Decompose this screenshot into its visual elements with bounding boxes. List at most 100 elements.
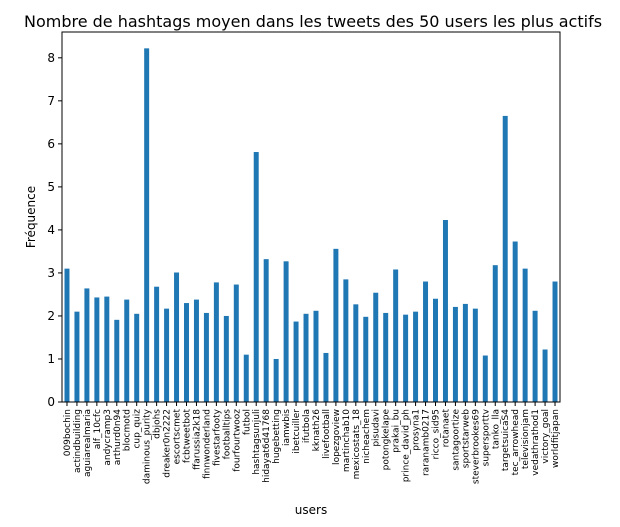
x-tick-label-steverbrookes69: steverbrookes69 [471,409,481,484]
x-tick-label-hashtagsunjuli: hashtagsunjuli [252,409,262,475]
bar-escortscmet [174,272,180,402]
y-axis-label: Fréquence [24,186,38,248]
y-tick-label: 2 [47,309,55,323]
x-tick-label-fourfourtwooz: fourfourtwooz [232,409,242,472]
x-tick-label-supersporttv: supersporttv [481,408,491,466]
bar-blocmotd [124,299,130,402]
y-tick-label: 8 [47,51,55,65]
bar-fcbtweetbot [184,303,189,402]
x-tick-label-dbjohs: dbjohs [153,409,163,439]
bar-hidayat6d41768 [263,259,269,402]
bar-hugebetting [273,358,279,402]
bar-prosyna1 [413,311,419,402]
bar-vedathrathod1 [532,310,538,402]
x-tick-label-aguiarealmaria: aguiarealmaria [83,409,93,477]
x-tick-label-martinchab10: martinchab10 [342,409,352,472]
bar-futbol [243,354,249,402]
bar-rotanaet [442,220,448,402]
x-tick-label-blocmotd: blocmotd [123,409,133,451]
bar-nicheachem [363,316,369,402]
y-tick-label: 7 [47,94,55,108]
x-tick-label-finnwonderland: finnwonderland [202,409,212,479]
x-tick-label-worldfitjapan: worldfitjapan [551,409,561,468]
x-tick-label-ffarussia2k18: ffarussia2k18 [192,409,202,470]
y-tick-label: 4 [47,223,55,237]
bar-fivestarfooty [213,282,219,402]
bars-group [64,48,558,403]
bar-steverbrookes69 [472,308,478,402]
bar-victory_goal [542,349,548,402]
bar-aguiarealmaria [84,288,90,402]
bar-televisionjam [522,268,528,402]
x-tick-label-escortscmet: escortscmet [173,409,183,465]
bar-dreaker0n2222 [164,308,170,402]
x-tick-label-cup_quiz: cup_quiz [133,409,143,449]
bar-alf_10cfc [94,297,100,402]
bar-ifutbola [303,313,309,402]
y-tick-label: 3 [47,266,55,280]
bar-targetsuicaS4 [502,115,508,403]
bar-finnwonderland [203,312,209,402]
x-tick-label-victory_goal: victory_goal [541,409,551,464]
bar-ricco_sid95 [433,298,438,402]
x-tick-label-009bochin: 009bochin [63,409,73,456]
y-tick-label: 0 [47,395,55,409]
x-tick-label-ibetcuiller: ibetcuiller [292,409,302,454]
x-tick-label-andycramp3: andycramp3 [103,409,113,466]
x-tick-label-hidayat6d41768: hidayat6d41768 [262,409,272,483]
x-tick-label-actindbuilding: actindbuilding [73,409,83,473]
x-tick-label-rotanaet: rotanaet [441,409,451,448]
x-axis-label: users [295,503,327,517]
bar-fourfourtwooz [233,284,239,402]
x-tick-label-fcbtweetbot: fcbtweetbot [183,409,193,464]
bar-tanko_lla [492,265,498,402]
y-tick-label: 1 [47,352,55,366]
bar-pisudavi [373,292,379,402]
x-tick-label-tanko_lla: tanko_lla [491,409,501,449]
bar-andycramp3 [104,296,110,402]
bar-ffarussia2k18 [193,299,199,402]
x-tick-label-alf_10cfc: alf_10cfc [93,409,103,449]
bar-iamwbis [283,261,289,402]
bar-dbjohs [154,286,160,402]
x-tick-label-kknath26: kknath26 [312,409,322,452]
x-tick-label-livefootball: livefootball [322,409,332,459]
x-tick-label-lopezgoview: lopezgoview [332,409,342,465]
bar-tec_arrowhead [512,241,518,402]
bar-prince_david_ph [403,314,409,402]
bar-kknath26 [313,310,319,402]
x-axis-ticks: 009bochin actindbuilding aguiarealmaria alf… [63,402,561,484]
bar-ibetcuiller [293,321,299,402]
x-tick-label-raranamb0217: raranamb0217 [422,409,432,476]
bar-worldfitjapan [552,281,558,402]
bar-009bochin [64,268,70,402]
bar-mexicostats_18 [353,304,359,402]
chart-title: Nombre de hashtags moyen dans les tweets… [24,12,602,31]
bar-arthurd0n94 [114,319,120,402]
x-tick-label-dreaker0n2222: dreaker0n2222 [163,409,173,478]
bar-martinchab10 [343,279,349,402]
bar-raranamb0217 [423,281,429,402]
x-tick-label-mexicostats_18: mexicostats_18 [352,409,362,480]
x-tick-label-potongkelape: potongkelape [382,409,392,471]
bar-sportstarweb [462,303,468,402]
bar-cup_quiz [134,313,140,402]
x-tick-label-targetsuicaS4: targetsuicaS4 [501,409,511,471]
x-tick-label-sportstarweb: sportstarweb [461,409,471,468]
x-tick-label-ricco_sid95: ricco_sid95 [432,409,442,459]
x-tick-label-footballtips: footballtips [222,409,232,460]
x-tick-label-prince_david_ph: prince_david_ph [402,409,412,482]
x-tick-label-fivestarfooty: fivestarfooty [212,408,222,466]
x-tick-label-futbol: futbol [242,409,252,435]
x-tick-label-hugebetting: hugebetting [272,409,282,464]
x-tick-label-pisudavi: pisudavi [372,409,382,447]
bar-daminous_purity [144,48,150,402]
bar-santagoortize [452,306,458,402]
bar-potongkelape [383,312,389,402]
bar-prakai_bu [393,269,399,402]
x-tick-label-televisionjam: televisionjam [521,409,531,469]
x-tick-label-daminous_purity: daminous_purity [143,408,153,484]
x-tick-label-arthurd0n94: arthurd0n94 [113,409,123,466]
